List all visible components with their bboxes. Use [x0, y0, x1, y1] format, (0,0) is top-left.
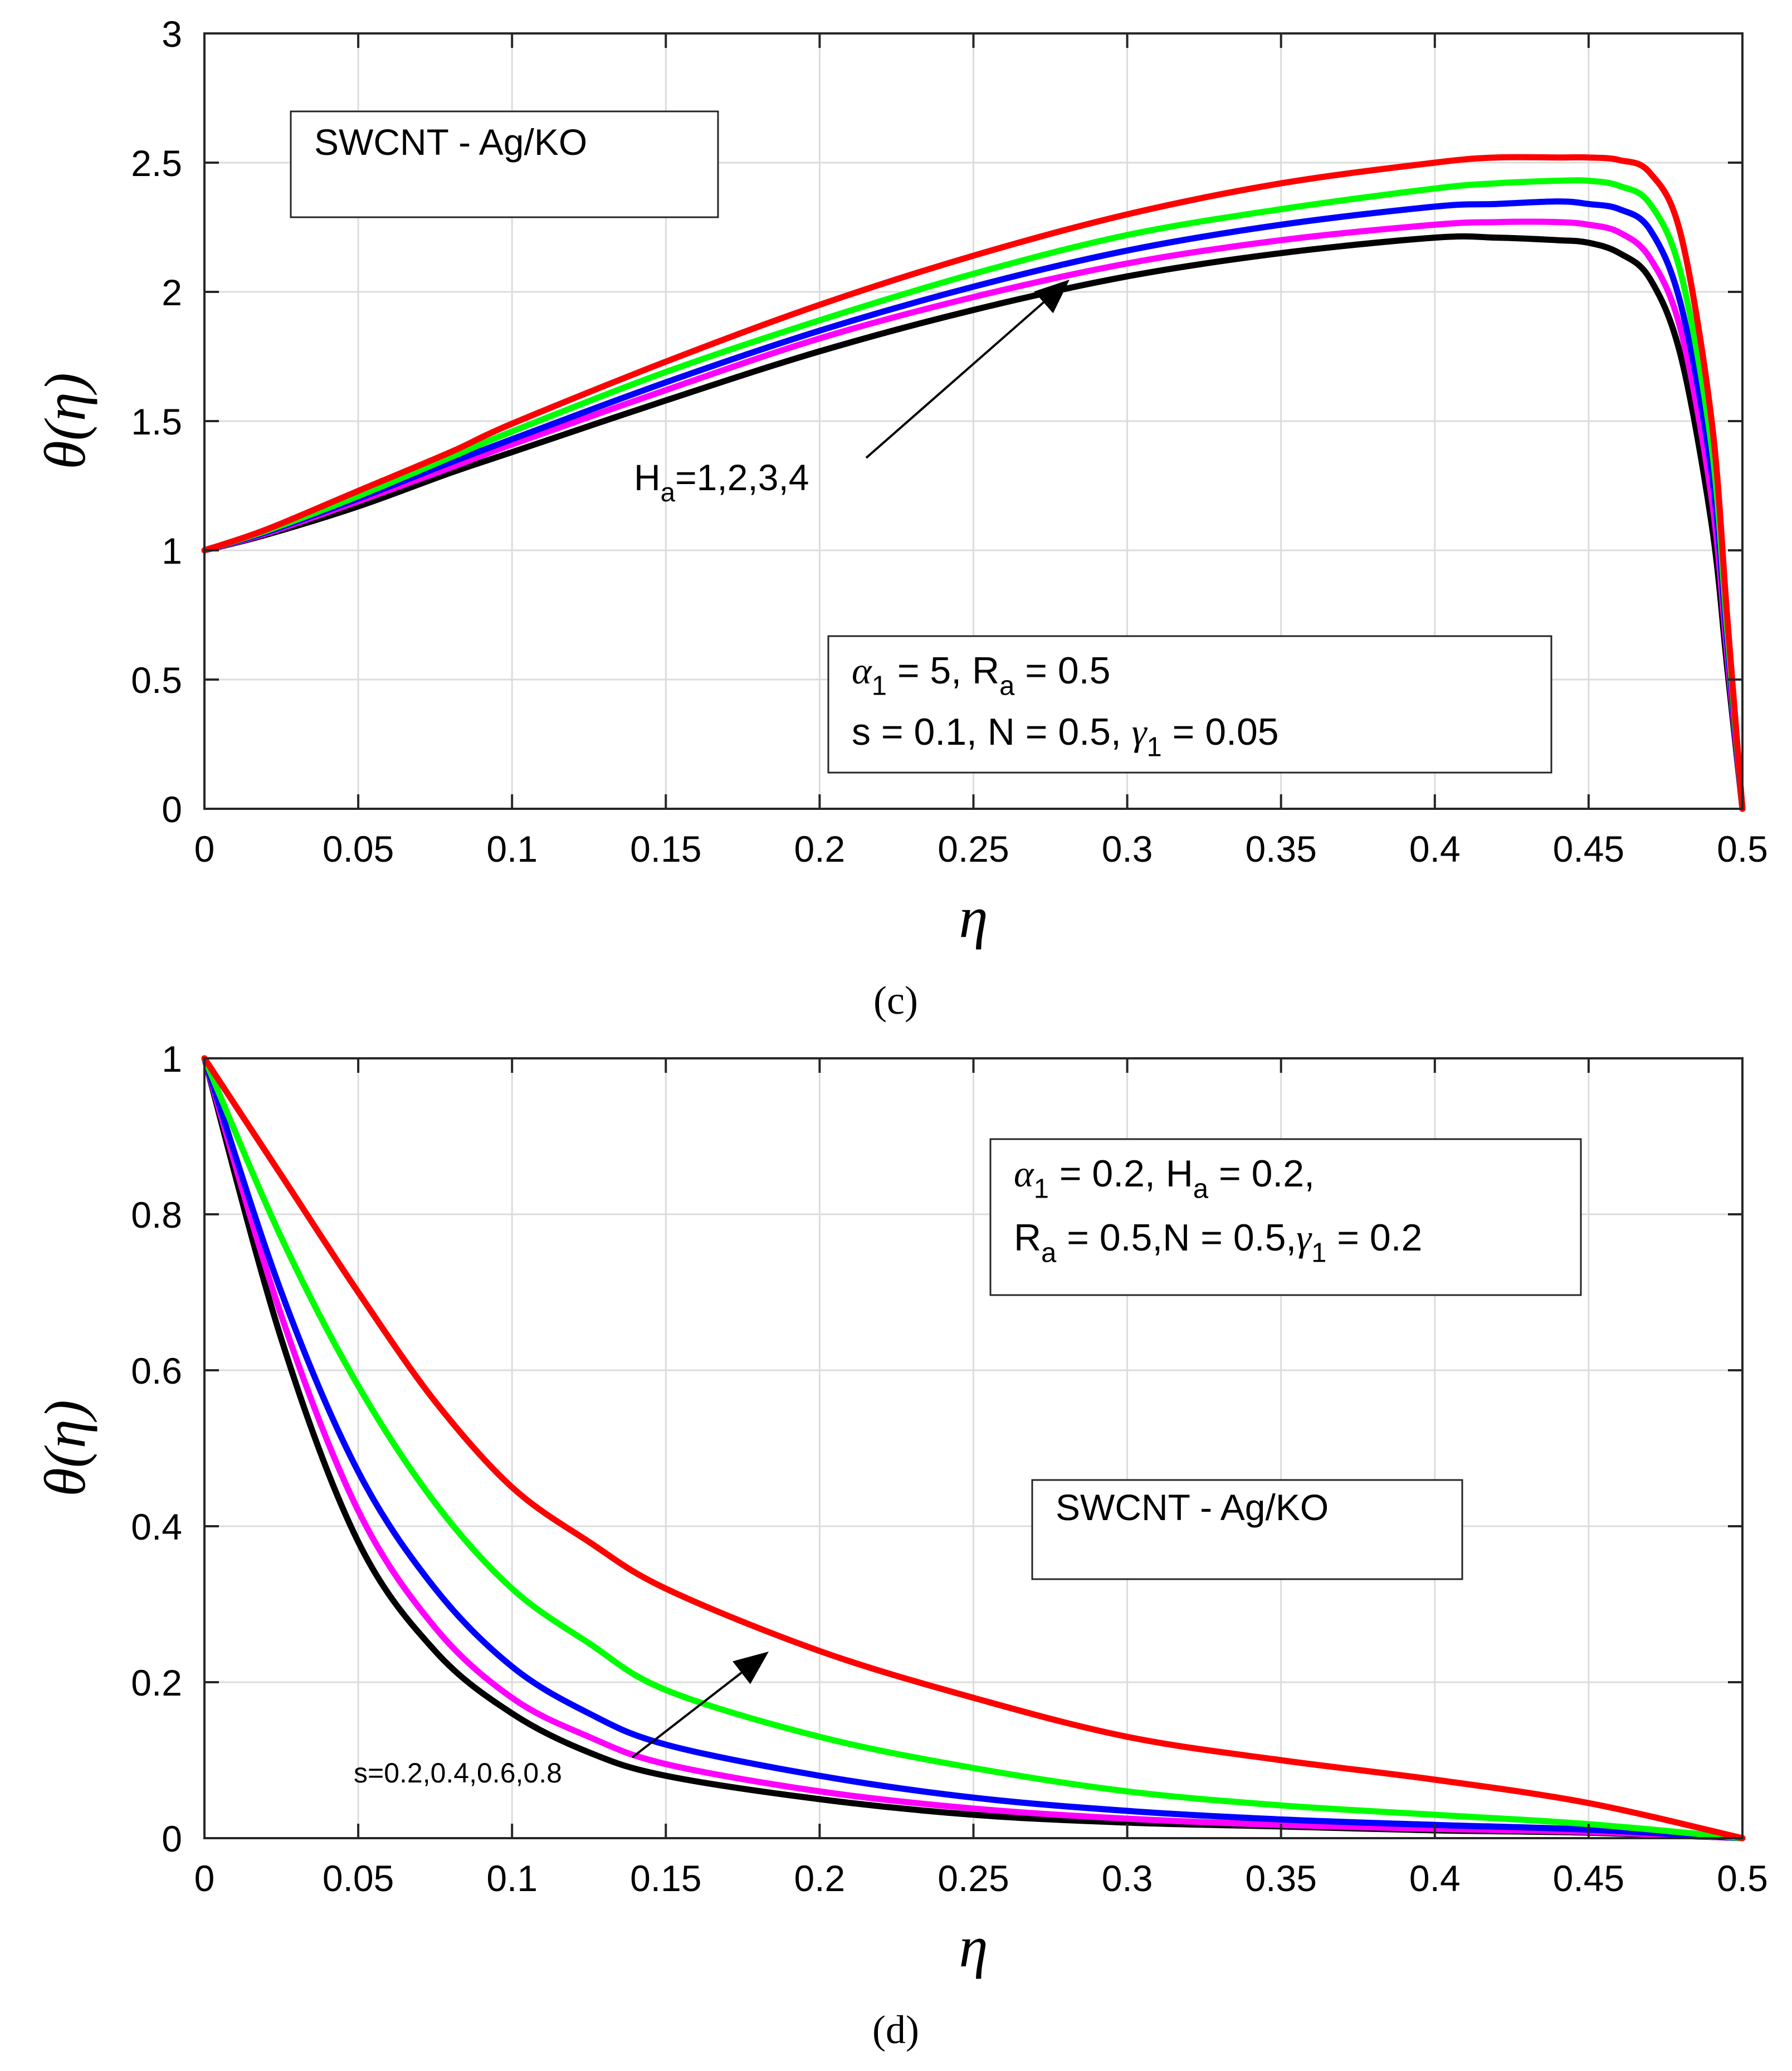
x-tick-label: 0.45	[1553, 828, 1624, 870]
chart-panel-c: 0 0.05 0.1 0.15 0.2 0.25 0.3 0.35 0.4 0.45 0.5 0 0.5…	[32, 13, 1768, 1023]
x-tick-label: 0.15	[630, 828, 701, 870]
series-line	[201, 198, 1746, 812]
annotation: Ha​=1,2,3,4	[634, 280, 1070, 507]
series-line	[201, 233, 1746, 812]
params-line: Ra​ = 0.5,N = 0.5,γ1​ = 0.2	[1014, 1217, 1422, 1268]
annotation-text: s=0.2,0.4,0.6,0.8	[354, 1757, 562, 1789]
annotation-text: Ha​=1,2,3,4	[634, 457, 809, 507]
x-tick-label: 0.2	[794, 1858, 846, 1899]
panel-caption: (c)	[873, 978, 918, 1023]
x-tick-label: 0.05	[323, 1858, 394, 1899]
series-line	[201, 218, 1746, 812]
x-axis-label: η	[959, 885, 988, 950]
y-tick-label: 1.5	[131, 401, 182, 442]
params-line: α1​ = 5, Ra​ = 0.5	[852, 649, 1110, 701]
y-tick-label: 1	[162, 1038, 182, 1080]
panel-caption: (d)	[872, 2007, 919, 2052]
x-tick-label: 0.2	[794, 828, 846, 870]
series-line	[201, 154, 1746, 812]
y-tick-label: 0.5	[131, 660, 182, 701]
series-line	[201, 1055, 1746, 1842]
y-tick-label: 0	[162, 789, 182, 830]
y-tick-label: 0.2	[131, 1662, 182, 1703]
x-tick-label: 0.1	[486, 1858, 538, 1899]
legend-box: SWCNT - Ag/KO	[290, 110, 719, 218]
ticks: 0 0.05 0.1 0.15 0.2 0.25 0.3 0.35 0.4 0.45 0.5 0 0.2…	[131, 1038, 1768, 1899]
annotation-arrowhead	[733, 1652, 769, 1684]
x-tick-label: 0.5	[1717, 828, 1768, 870]
x-tick-label: 0.35	[1245, 1858, 1316, 1899]
y-tick-label: 2.5	[131, 143, 182, 184]
x-tick-label: 0.15	[630, 1858, 701, 1899]
y-tick-label: 0	[162, 1818, 182, 1859]
params-line: α1​ = 0.2, Ha​ = 0.2,	[1014, 1152, 1315, 1204]
y-tick-label: 1	[162, 530, 182, 572]
annotation: s=0.2,0.4,0.6,0.8	[354, 1652, 769, 1789]
series-line	[201, 1055, 1746, 1842]
x-tick-label: 0.35	[1245, 828, 1316, 870]
legend-frame	[1031, 1479, 1463, 1580]
x-tick-label: 0	[194, 828, 215, 870]
x-tick-label: 0.25	[937, 828, 1009, 870]
params-frame	[989, 1138, 1582, 1296]
x-tick-label: 0	[194, 1858, 215, 1899]
params-box: α1​ = 0.2, Ha​ = 0.2, Ra​ = 0.5,N = 0.5,γ…	[989, 1138, 1582, 1296]
x-tick-label: 0.25	[937, 1858, 1009, 1899]
params-frame	[827, 635, 1552, 774]
x-tick-label: 0.1	[486, 828, 538, 870]
x-tick-label: 0.3	[1102, 1858, 1153, 1899]
ticks: 0 0.05 0.1 0.15 0.2 0.25 0.3 0.35 0.4 0.45 0.5 0 0.5…	[131, 13, 1768, 870]
x-tick-label: 0.45	[1553, 1858, 1624, 1899]
x-tick-label: 0.05	[323, 828, 394, 870]
x-axis-label: η	[959, 1914, 988, 1979]
y-tick-label: 0.8	[131, 1194, 182, 1235]
legend-box: SWCNT - Ag/KO	[1031, 1479, 1463, 1580]
y-axis-label: θ(η)	[32, 1400, 97, 1497]
annotation-arrow-shaft	[631, 1672, 743, 1759]
legend-frame	[290, 110, 719, 218]
y-axis-label: θ(η)	[32, 373, 97, 470]
legend-text: SWCNT - Ag/KO	[314, 121, 587, 163]
y-tick-label: 3	[162, 13, 182, 55]
annotation-arrow-shaft	[865, 301, 1044, 459]
x-tick-label: 0.5	[1717, 1858, 1768, 1899]
params-box: α1​ = 5, Ra​ = 0.5 s = 0.1, N = 0.5, γ1​ …	[827, 635, 1552, 774]
series-group	[201, 154, 1746, 812]
series-line	[201, 177, 1746, 812]
series-group	[201, 1055, 1746, 1842]
annotation-arrowhead	[1034, 280, 1070, 314]
series-line	[201, 1055, 1746, 1842]
y-tick-label: 0.6	[131, 1350, 182, 1391]
x-tick-label: 0.4	[1409, 1858, 1461, 1899]
series-line	[201, 1055, 1746, 1842]
y-tick-label: 2	[162, 272, 182, 313]
legend-text: SWCNT - Ag/KO	[1056, 1487, 1329, 1528]
chart-panel-d: 0 0.05 0.1 0.15 0.2 0.25 0.3 0.35 0.4 0.45 0.5 0 0.2…	[32, 1038, 1768, 2052]
x-tick-label: 0.3	[1102, 828, 1153, 870]
params-line: s = 0.1, N = 0.5, γ1​ = 0.05	[852, 711, 1279, 762]
y-tick-label: 0.4	[131, 1506, 182, 1547]
x-tick-label: 0.4	[1409, 828, 1461, 870]
